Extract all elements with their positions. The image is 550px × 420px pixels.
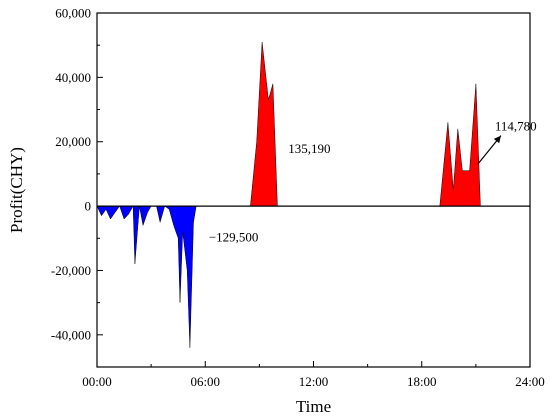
y-tick-label: 0: [85, 199, 92, 214]
y-axis-title: Profit(CHY): [7, 147, 26, 233]
x-tick-label: 24:00: [515, 374, 545, 389]
annotations-layer: −129,500 135,190 114,780: [209, 118, 537, 244]
y-tick-label: 40,000: [55, 70, 91, 85]
series-area-1: [96, 205, 197, 348]
y-tick-label: -40,000: [51, 327, 91, 342]
y-tick-label: 20,000: [55, 134, 91, 149]
y-tick-label: 60,000: [55, 6, 91, 21]
x-tick-label: 00:00: [82, 374, 112, 389]
y-tick-label: -20,000: [51, 263, 91, 278]
x-tick-label: 12:00: [299, 374, 329, 389]
series-area-3: [439, 83, 481, 207]
annotation-arrow-head: [493, 135, 501, 144]
annotation-label: 114,780: [495, 118, 537, 133]
x-tick-label: 18:00: [407, 374, 437, 389]
annotation-label: 135,190: [288, 141, 330, 156]
x-axis-title: Time: [296, 397, 331, 416]
series-layer: [96, 41, 481, 348]
annotation-label: −129,500: [209, 229, 259, 244]
ticks-layer: 00:00 06:00 12:00 18:00 24:00 -40,000 -20,000 0…: [51, 6, 545, 390]
series-area-2: [250, 41, 278, 207]
x-tick-label: 06:00: [190, 374, 220, 389]
